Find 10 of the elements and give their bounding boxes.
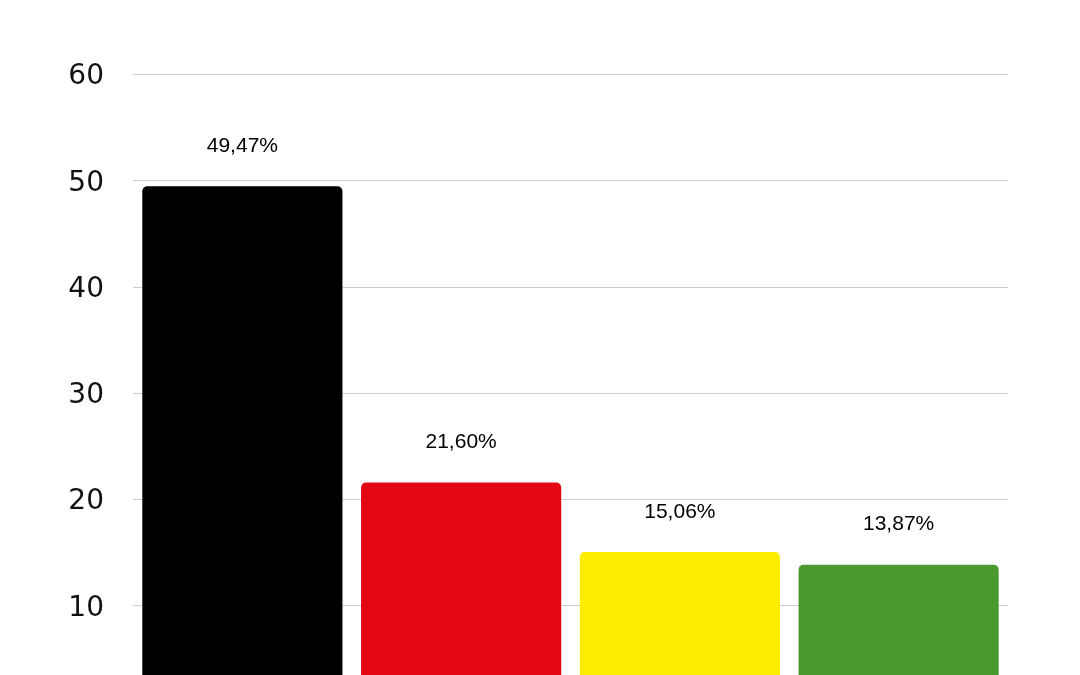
data-label: 15,06% xyxy=(644,498,716,522)
y-tick-label: 20 xyxy=(68,483,104,517)
y-tick-label: 40 xyxy=(68,270,104,304)
y-tick-label: 60 xyxy=(68,58,104,92)
data-label: 21,60% xyxy=(425,429,497,453)
y-tick-label: 10 xyxy=(68,589,104,623)
data-label: 49,47% xyxy=(206,133,278,157)
y-tick-label: 50 xyxy=(68,164,104,198)
y-tick-label: 30 xyxy=(68,377,104,411)
data-label: 13,87% xyxy=(863,511,935,535)
